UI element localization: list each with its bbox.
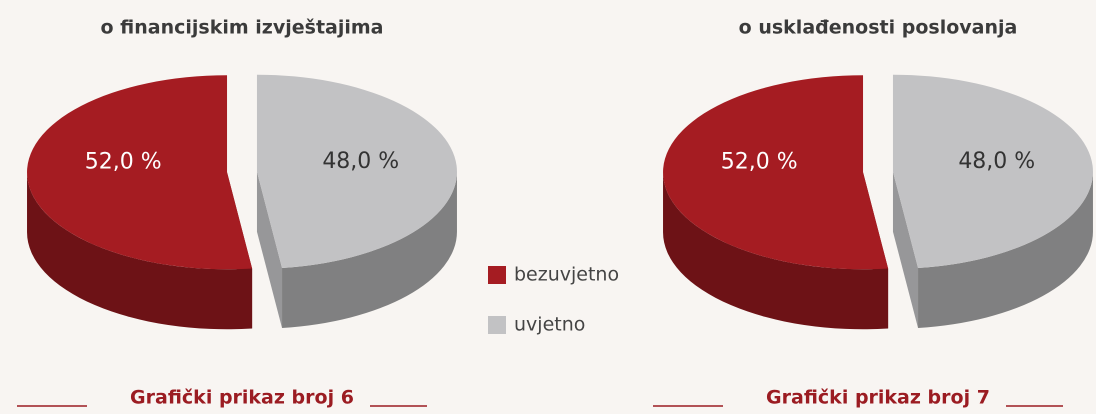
chart-title: o usklađenosti poslovanja <box>739 17 1018 39</box>
slice <box>256 74 457 268</box>
slice <box>27 75 253 270</box>
legend-swatch <box>488 266 506 284</box>
value-label: 48,0 % <box>322 149 399 174</box>
legend-label: bezuvjetno <box>514 264 619 286</box>
slice-side <box>27 172 253 330</box>
slice-side <box>282 171 457 328</box>
slice-cut <box>892 171 919 328</box>
chart-title: o financijskim izvještajima <box>101 17 384 39</box>
value-label: 52,0 % <box>85 150 162 175</box>
caption: Grafički prikaz broj 6 <box>130 387 354 409</box>
slice-cut <box>256 171 283 328</box>
slice-side <box>663 172 889 330</box>
legend-label: uvjetno <box>514 314 585 336</box>
slice <box>663 75 889 270</box>
legend-swatch <box>488 316 506 334</box>
value-label: 48,0 % <box>958 149 1035 174</box>
slice-side <box>918 171 1093 328</box>
slice <box>892 74 1093 268</box>
caption: Grafički prikaz broj 7 <box>766 387 990 409</box>
value-label: 52,0 % <box>721 150 798 175</box>
